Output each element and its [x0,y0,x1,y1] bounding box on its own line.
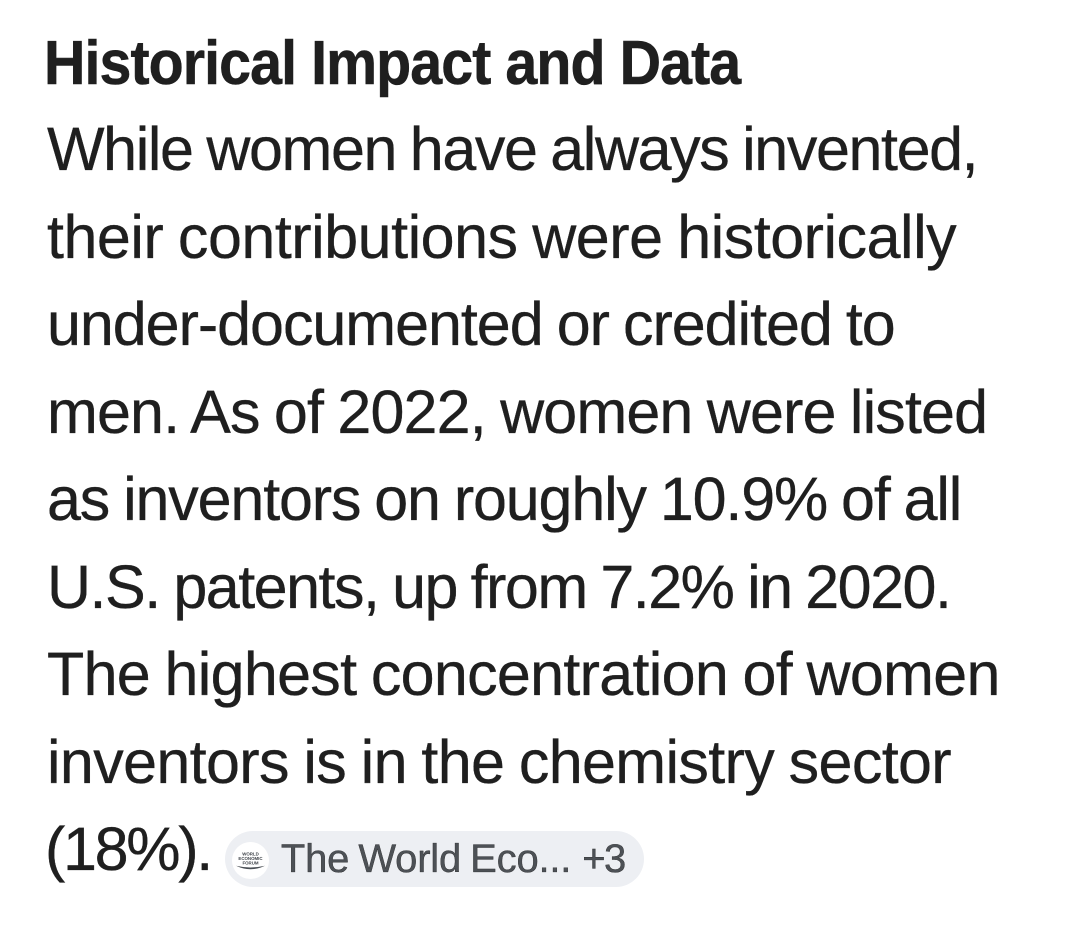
svg-text:WORLD: WORLD [242,852,259,857]
svg-text:FORUM: FORUM [242,860,258,865]
svg-text:ECONOMIC: ECONOMIC [238,856,263,861]
